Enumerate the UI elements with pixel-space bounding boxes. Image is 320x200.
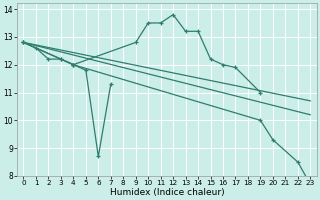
X-axis label: Humidex (Indice chaleur): Humidex (Indice chaleur) — [109, 188, 224, 197]
